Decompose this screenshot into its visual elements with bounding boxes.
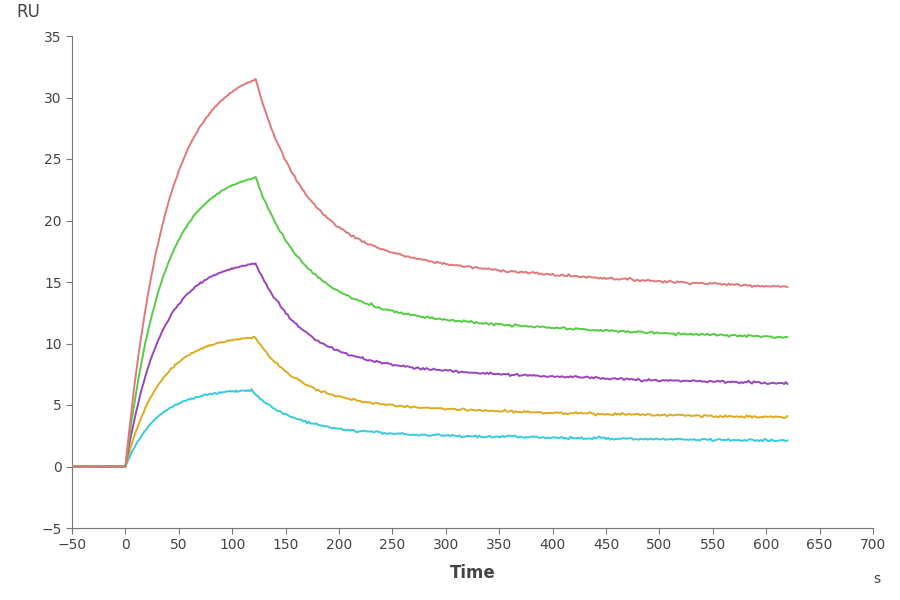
X-axis label: Time: Time (450, 563, 495, 581)
Y-axis label: RU: RU (16, 3, 40, 21)
Text: s: s (873, 572, 880, 586)
